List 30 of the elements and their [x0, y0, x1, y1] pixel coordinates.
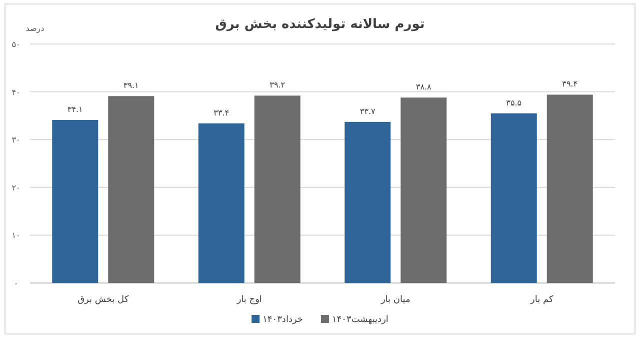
y-tick-label: ۰ [14, 279, 18, 288]
y-tick-label: ۴۰ [12, 88, 20, 97]
data-label: ۳۳.۴ [214, 108, 230, 118]
bar [400, 98, 447, 283]
bar [198, 123, 244, 283]
chart-title: تورم سالانه تولیدکننده بخش برق [215, 17, 425, 32]
data-label: ۳۹.۴ [562, 80, 578, 89]
y-axis-title: درصد [26, 24, 45, 33]
bar [490, 113, 537, 283]
y-tick-label: ۵۰ [12, 40, 20, 49]
y-tick-label: ۳۰ [12, 136, 20, 145]
y-tick-label: ۲۰ [12, 183, 20, 192]
x-tick-label: کم بار [530, 295, 554, 305]
data-label: ۳۴.۱ [67, 105, 83, 114]
bar [254, 96, 300, 283]
x-tick-label: کل بخش برق [78, 295, 130, 305]
data-label: ۳۹.۱ [123, 81, 139, 90]
data-label: ۳۳.۷ [360, 106, 376, 116]
data-label: ۳۵.۵ [506, 98, 522, 108]
bar [344, 122, 391, 283]
data-label: ۳۹.۲ [270, 80, 286, 90]
x-tick-label: میان بار [380, 295, 410, 305]
bar [546, 94, 593, 283]
x-tick-label: اوج بار [236, 295, 262, 305]
bar [52, 120, 98, 283]
bar [108, 96, 154, 283]
data-label: ۳۸.۸ [416, 82, 432, 92]
y-tick-label: ۱۰ [12, 231, 20, 240]
legend-label: اردیبهشت۱۴۰۳ [332, 315, 388, 325]
legend-label: خرداد۱۴۰۳ [262, 315, 303, 325]
